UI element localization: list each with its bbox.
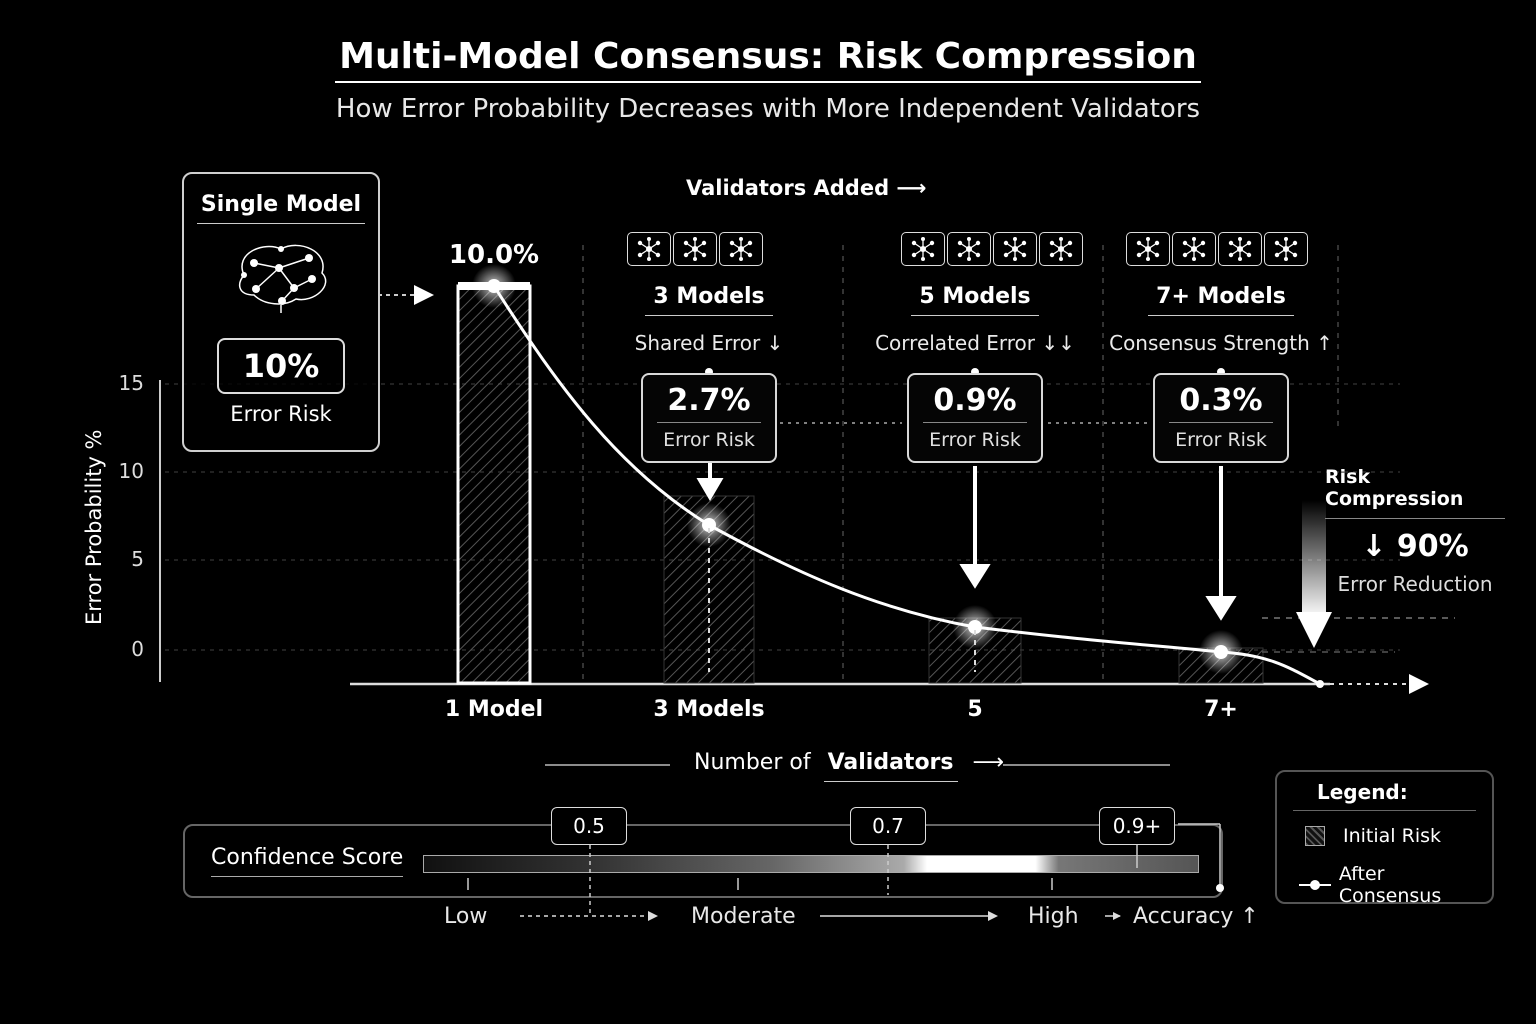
data-point-3 bbox=[1214, 645, 1228, 659]
stage-risk-label: Error Risk bbox=[1175, 429, 1267, 451]
legend-item-initial-risk: Initial Risk bbox=[1305, 825, 1492, 847]
legend-title: Legend: bbox=[1317, 780, 1408, 804]
risk-compression-panel: Risk Compression ↓ 90% Error Reduction bbox=[1325, 466, 1505, 596]
page-title: Multi-Model Consensus: Risk Compression bbox=[0, 36, 1536, 83]
bar-0 bbox=[456, 284, 532, 685]
confidence-label: Confidence Score bbox=[211, 845, 404, 877]
stage-drop-lines bbox=[708, 528, 976, 672]
stage-anchor-dot bbox=[705, 368, 713, 376]
y-tick-label: 15 bbox=[118, 371, 144, 395]
point-line-icon bbox=[1299, 880, 1331, 890]
confidence-scale-low: Low bbox=[444, 904, 488, 929]
y-tick-label: 0 bbox=[131, 637, 144, 661]
validators-added-label: Validators Added ⟶ bbox=[686, 176, 927, 200]
y-tick-label: 5 bbox=[131, 547, 144, 571]
network-model-icon bbox=[993, 232, 1037, 266]
network-model-icon bbox=[1172, 232, 1216, 266]
stage-title: 7+ Models bbox=[1101, 284, 1341, 316]
stage-risk-value: 0.9% bbox=[933, 383, 1017, 418]
model-icons-group bbox=[627, 232, 763, 266]
legend: Legend: Initial Risk After Consensus bbox=[1275, 770, 1494, 907]
confidence-marker: 0.5 bbox=[551, 807, 627, 845]
stage-risk-label: Error Risk bbox=[929, 429, 1021, 451]
stage-subtitle: Correlated Error ↓↓ bbox=[875, 331, 1075, 355]
network-model-icon bbox=[673, 232, 717, 266]
bar-top-label: 10.0% bbox=[448, 240, 540, 270]
stage-arrows bbox=[696, 462, 1237, 621]
confidence-bar bbox=[423, 855, 1199, 873]
stage-risk-box: 0.9% Error Risk bbox=[907, 373, 1043, 463]
single-model-label: Error Risk bbox=[230, 402, 332, 426]
x-tick-label: 5 bbox=[967, 697, 983, 722]
stage-risk-label: Error Risk bbox=[663, 429, 755, 451]
stage-title: 5 Models bbox=[855, 284, 1095, 316]
confidence-marker: 0.7 bbox=[850, 807, 926, 845]
network-model-icon bbox=[901, 232, 945, 266]
confidence-marker: 0.9+ bbox=[1099, 807, 1175, 845]
risk-compression-arrowhead bbox=[1296, 612, 1332, 648]
single-model-value: 10% bbox=[217, 338, 345, 394]
risk-compression-value: ↓ 90% bbox=[1361, 529, 1469, 564]
data-point-1 bbox=[702, 518, 716, 532]
data-point-2 bbox=[968, 620, 982, 634]
x-tick-label: 7+ bbox=[1204, 697, 1238, 722]
x-tick-label: 1 Model bbox=[444, 697, 544, 722]
single-model-card: Single Model 10% Error Risk bbox=[182, 172, 380, 452]
data-point-0 bbox=[487, 279, 501, 293]
network-model-icon bbox=[1264, 232, 1308, 266]
risk-compression-label: Error Reduction bbox=[1337, 572, 1493, 596]
x-axis-label: Number of Validators ⟶ bbox=[694, 750, 1004, 782]
risk-compression-title: Risk Compression bbox=[1325, 466, 1505, 519]
stage-separators bbox=[582, 245, 1339, 685]
network-model-icon bbox=[627, 232, 671, 266]
confidence-scale-moderate: Moderate bbox=[691, 904, 796, 929]
neural-network-icon bbox=[238, 244, 327, 313]
stage-risk-box: 0.3% Error Risk bbox=[1153, 373, 1289, 463]
stage-title: 3 Models bbox=[589, 284, 829, 316]
hatch-swatch-icon bbox=[1305, 826, 1325, 846]
legend-item-after-consensus: After Consensus bbox=[1299, 863, 1492, 907]
single-model-title: Single Model bbox=[184, 192, 378, 224]
stage-subtitle: Consensus Strength ↑ bbox=[1109, 331, 1333, 355]
stage-anchor-dot bbox=[971, 368, 979, 376]
x-tick-label: 3 Models bbox=[653, 697, 765, 722]
model-icons-group bbox=[901, 232, 1083, 266]
y-tick-label: 10 bbox=[118, 459, 144, 483]
stage-risk-value: 2.7% bbox=[667, 383, 751, 418]
confidence-scale-high: High bbox=[1028, 904, 1079, 929]
network-model-icon bbox=[719, 232, 763, 266]
network-model-icon bbox=[947, 232, 991, 266]
model-icons-group bbox=[1126, 232, 1308, 266]
stage-risk-box: 2.7% Error Risk bbox=[641, 373, 777, 463]
network-model-icon bbox=[1218, 232, 1262, 266]
curve-end-point bbox=[1316, 680, 1324, 688]
network-model-icon bbox=[1126, 232, 1170, 266]
page-subtitle: How Error Probability Decreases with Mor… bbox=[335, 94, 1201, 124]
stage-anchor-dot bbox=[1217, 368, 1225, 376]
risk-compression-arrow bbox=[1302, 500, 1326, 618]
stage-subtitle: Shared Error ↓ bbox=[634, 331, 784, 355]
network-model-icon bbox=[1039, 232, 1083, 266]
confidence-scale-accuracy: Accuracy ↑ bbox=[1133, 904, 1259, 929]
stage-risk-value: 0.3% bbox=[1179, 383, 1263, 418]
